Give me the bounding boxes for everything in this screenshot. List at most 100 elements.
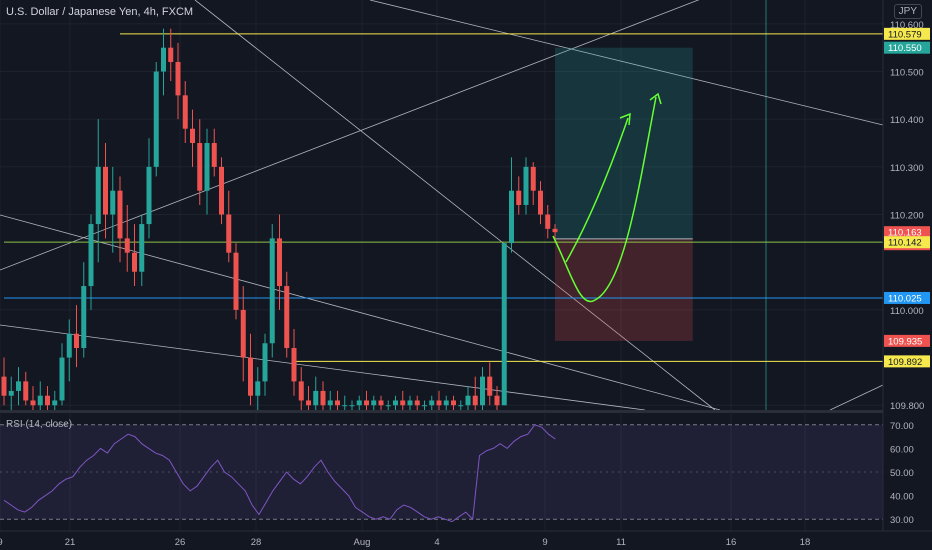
candle-body bbox=[16, 381, 21, 391]
candle-body bbox=[422, 405, 427, 407]
candle-body bbox=[74, 333, 79, 349]
candle-body bbox=[458, 405, 464, 407]
time-tick: 11 bbox=[616, 537, 626, 548]
price-tick: 110.200 bbox=[890, 211, 924, 222]
candle-body bbox=[168, 47, 174, 62]
candle-body bbox=[414, 400, 420, 406]
rsi-legend: RSI (14, close) bbox=[6, 419, 73, 430]
time-tick: 28 bbox=[251, 537, 262, 548]
projection-arrow bbox=[565, 117, 629, 263]
candle-body bbox=[385, 405, 391, 407]
candle-body bbox=[335, 400, 340, 406]
price-tick: 109.800 bbox=[890, 401, 924, 412]
time-tick: 4 bbox=[434, 537, 439, 548]
candle-body bbox=[161, 47, 166, 72]
candle-body bbox=[132, 252, 137, 272]
profit-zone bbox=[555, 47, 693, 239]
candle-body bbox=[516, 190, 522, 205]
candle-body bbox=[110, 190, 116, 215]
candle-body bbox=[139, 224, 145, 272]
time-axis-bg bbox=[0, 531, 932, 550]
price-label: 110.163 bbox=[888, 228, 922, 239]
price-label-bg bbox=[884, 236, 930, 249]
candle-body bbox=[117, 190, 123, 239]
symbol-title: U.S. Dollar / Japanese Yen, 4h, FXCM bbox=[6, 6, 194, 18]
candle-body bbox=[233, 252, 239, 310]
candle-body bbox=[211, 143, 217, 167]
candle-body bbox=[23, 381, 29, 401]
trend-line bbox=[194, 0, 716, 411]
candle-body bbox=[153, 71, 159, 167]
candle-body bbox=[95, 166, 101, 225]
price-tick: 110.400 bbox=[890, 115, 924, 126]
trend-line bbox=[0, 324, 646, 411]
price-label: 110.550 bbox=[888, 43, 922, 54]
price-label: 110.025 bbox=[888, 293, 922, 304]
price-tick: 110.500 bbox=[890, 68, 924, 79]
candle-body bbox=[320, 390, 326, 406]
candle-body bbox=[364, 400, 369, 406]
candle-body bbox=[480, 376, 485, 406]
candle-body bbox=[175, 61, 181, 96]
time-tick: 26 bbox=[175, 537, 186, 548]
arrow-head bbox=[649, 92, 662, 105]
price-tick: 110.300 bbox=[890, 163, 924, 174]
arrow-head bbox=[619, 112, 631, 126]
candle-body bbox=[327, 400, 333, 406]
loss-zone bbox=[555, 238, 693, 341]
candle-body bbox=[443, 400, 449, 406]
rsi-tick: 40.00 bbox=[890, 492, 914, 503]
candle-body bbox=[66, 333, 72, 358]
rsi-tick: 60.00 bbox=[890, 444, 914, 455]
candle-body bbox=[284, 286, 290, 349]
candle-body bbox=[501, 243, 507, 406]
candle-body bbox=[407, 400, 413, 406]
price-label: 109.935 bbox=[888, 336, 922, 347]
time-tick: 16 bbox=[726, 537, 737, 548]
candle-body bbox=[291, 348, 297, 382]
candle-body bbox=[472, 395, 478, 406]
currency-badge[interactable]: JPY bbox=[893, 4, 922, 19]
price-label-bg bbox=[884, 355, 930, 368]
price-tick: 110.000 bbox=[890, 306, 924, 317]
candle-body bbox=[124, 238, 130, 253]
candle-body bbox=[37, 395, 43, 406]
price-label: 109.892 bbox=[888, 357, 922, 368]
candle-body bbox=[306, 400, 311, 406]
candle-body bbox=[509, 190, 514, 244]
candle-body bbox=[248, 357, 253, 396]
candle-body bbox=[219, 166, 224, 215]
candle-body bbox=[545, 214, 551, 229]
candle-body bbox=[255, 381, 261, 396]
price-label-bg bbox=[884, 291, 930, 304]
price-label-bg bbox=[884, 27, 930, 40]
candle-body bbox=[342, 405, 348, 407]
candle-body bbox=[240, 309, 246, 358]
candle-body bbox=[494, 395, 500, 406]
candle-body bbox=[313, 390, 319, 406]
candle-body bbox=[277, 238, 282, 287]
trend-line bbox=[369, 0, 884, 126]
candle-body bbox=[190, 128, 195, 144]
candle-body bbox=[59, 357, 65, 401]
candle-body bbox=[552, 228, 558, 233]
rsi-line bbox=[3, 424, 556, 523]
candle-body bbox=[52, 400, 58, 406]
candle-body bbox=[465, 395, 471, 406]
candle-body bbox=[146, 166, 152, 225]
candle-body bbox=[349, 405, 355, 407]
candle-body bbox=[226, 214, 232, 253]
candle-body bbox=[88, 224, 94, 287]
rsi-tick: 30.00 bbox=[890, 515, 914, 526]
time-tick: 9 bbox=[0, 537, 3, 548]
candle-body bbox=[356, 400, 362, 406]
candle-body bbox=[182, 95, 188, 129]
pane-divider bbox=[0, 410, 883, 413]
rsi-tick: 50.00 bbox=[890, 468, 914, 479]
rsi-tick: 70.00 bbox=[890, 421, 914, 432]
candle-body bbox=[451, 400, 456, 406]
projection-arrow bbox=[552, 96, 657, 303]
price-label-bg bbox=[884, 334, 930, 347]
candle-body bbox=[487, 376, 493, 396]
